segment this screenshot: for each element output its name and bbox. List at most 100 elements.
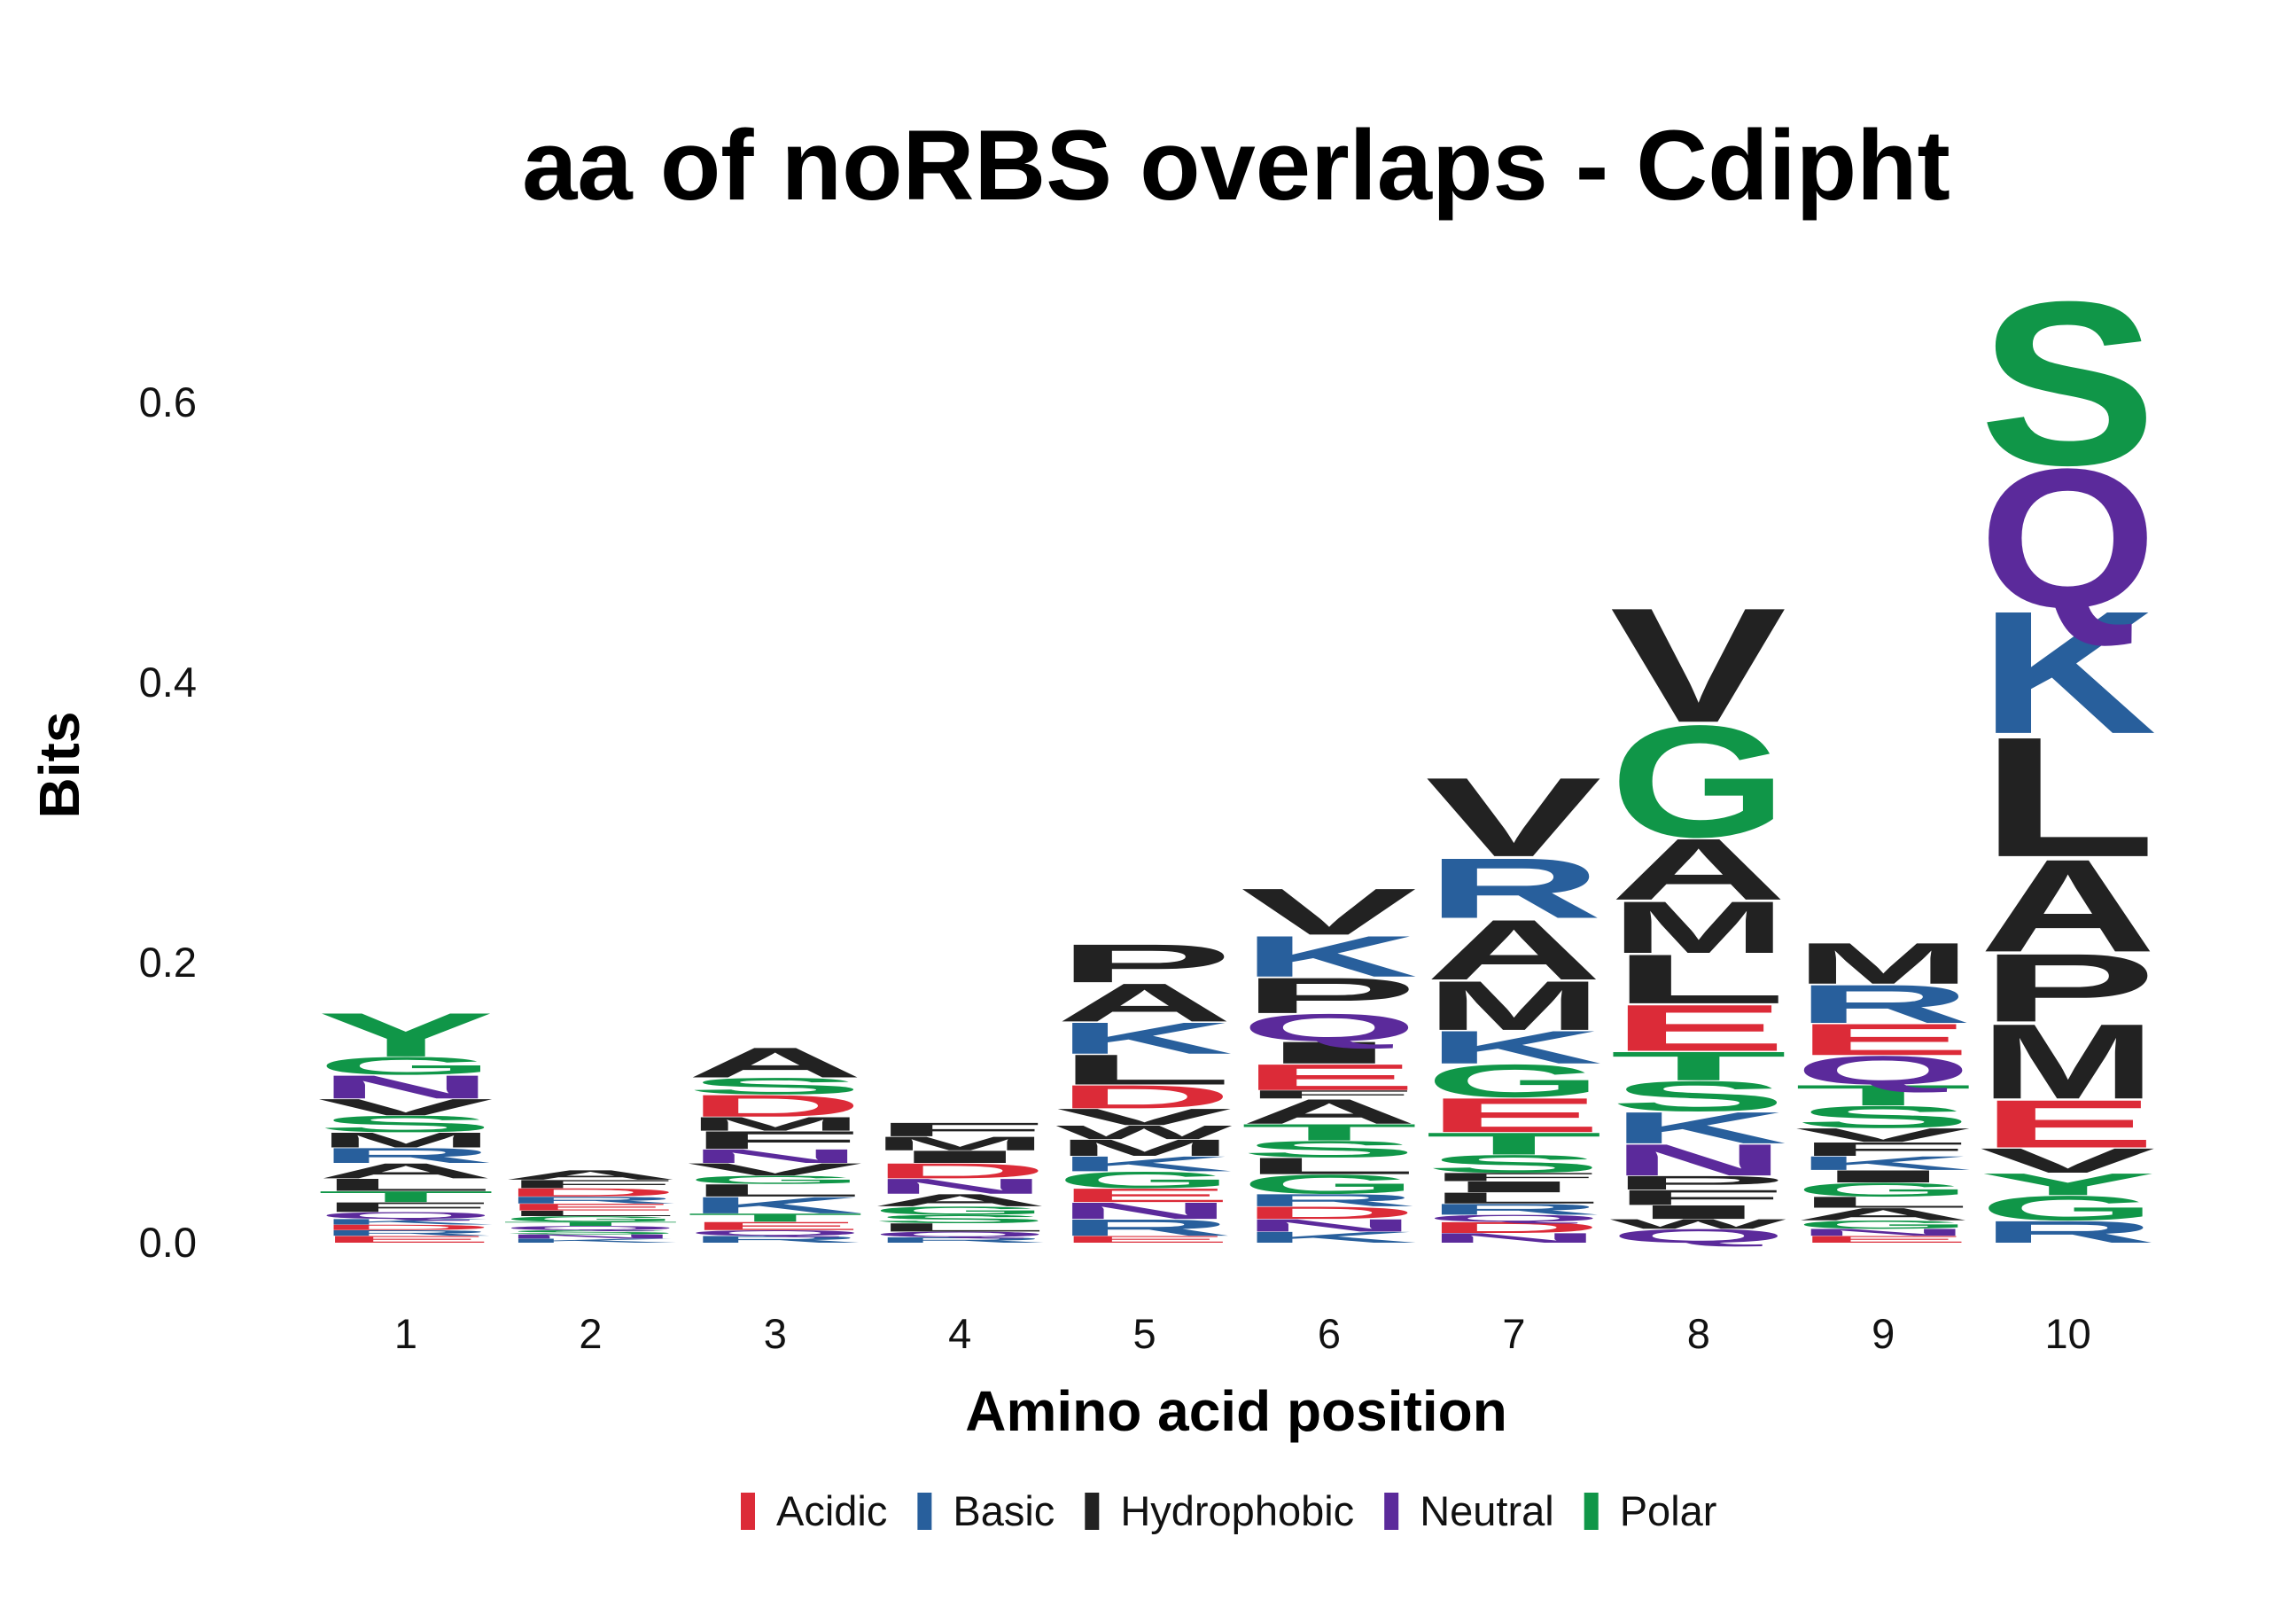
logo-letter: N	[1610, 1135, 1787, 1185]
logo-letter: E	[1241, 1057, 1418, 1098]
logo-letter: A	[1610, 821, 1787, 918]
logo-letter: E	[1794, 1234, 1972, 1244]
legend: Acidic Basic Hydrophobic Neutral Polar	[741, 1487, 1716, 1534]
logo-letter: G	[1056, 1167, 1234, 1193]
legend-entry: Hydrophobic	[1120, 1487, 1354, 1534]
logo-letter: L	[502, 1209, 679, 1218]
logo-letter: R	[317, 1143, 494, 1167]
logo-letter: Q	[1610, 1225, 1787, 1247]
x-tick-label: 1	[394, 1310, 417, 1357]
logo-letter: N	[687, 1145, 864, 1167]
logo-letter: E	[1056, 1234, 1234, 1244]
logo-letter: F	[317, 1199, 494, 1214]
logo-letter: K	[1056, 1013, 1234, 1063]
logo-letter: S	[317, 1111, 494, 1136]
y-tick-label: 0.2	[139, 939, 197, 986]
logo-letter: K	[687, 1192, 864, 1218]
y-tick-label: 0.6	[139, 378, 197, 425]
logo-letter: K	[1241, 924, 1418, 989]
logo-letter: E	[1794, 1015, 1972, 1065]
logo-letter: A	[871, 1190, 1048, 1210]
logo-letter: Q	[502, 1225, 679, 1231]
logo-letter: I	[1794, 1166, 1972, 1186]
logo-letter: G	[1794, 1218, 1972, 1231]
logo-letter: T	[502, 1221, 679, 1227]
logo-letter: G	[687, 1174, 864, 1187]
logo-letter: K	[1056, 1152, 1234, 1176]
logo-letter: G	[1241, 1169, 1418, 1199]
y-axis-ticks: 0.0 0.2 0.4 0.6	[139, 378, 197, 1266]
logo-letter: D	[1241, 1203, 1418, 1222]
x-tick-label: 8	[1687, 1310, 1710, 1357]
logo-letter: F	[1425, 1171, 1602, 1184]
logo-letter: R	[502, 1195, 679, 1205]
logo-letter: I	[1241, 1035, 1418, 1070]
logo-letter: G	[317, 1052, 494, 1080]
logo-letter: M	[1980, 1002, 2157, 1122]
x-tick-label: 10	[2044, 1310, 2090, 1357]
logo-letter: Q	[687, 1228, 864, 1237]
logo-letter: F	[1794, 1138, 1972, 1159]
logo-letter: V	[1241, 875, 1417, 948]
legend-entry: Basic	[953, 1487, 1055, 1534]
logo-letter: S	[687, 1073, 864, 1099]
logo-letter: N	[1241, 1215, 1418, 1235]
logo-letter: V	[1425, 754, 1601, 881]
logo-letter: S	[1794, 1100, 1972, 1135]
logo-letter: P	[1610, 1172, 1787, 1193]
logo-letter: I	[1610, 1201, 1787, 1223]
logo-letter: A	[687, 1039, 864, 1087]
logo-letter: D	[1425, 1219, 1602, 1236]
logo-letter: F	[1610, 1186, 1787, 1210]
logo-letter: R	[1425, 840, 1602, 936]
logo-letter: R	[1425, 1200, 1602, 1218]
logo-letter: F	[1241, 1088, 1418, 1101]
logo-letter: D	[687, 1088, 864, 1123]
logo-letter: P	[1056, 932, 1234, 994]
logo-letter: N	[317, 1068, 494, 1105]
logo-letter: Q	[1794, 1048, 1972, 1093]
logo-letter: M	[687, 1113, 864, 1135]
logo-letter: L	[1794, 1194, 1972, 1212]
logo-letter: R	[317, 1228, 494, 1237]
logo-letter: V	[687, 1159, 863, 1179]
legend-entry: Neutral	[1420, 1487, 1554, 1534]
logo-letter: F	[871, 1119, 1048, 1140]
logo-letter: M	[1056, 1135, 1234, 1160]
logo-letter: V	[1610, 573, 1786, 757]
legend-entry: Polar	[1620, 1487, 1717, 1534]
logo-letter: G	[1980, 1189, 2157, 1228]
x-tick-label: 3	[764, 1310, 787, 1357]
logo-letter: L	[1610, 940, 1787, 1018]
legend-swatch	[1085, 1493, 1100, 1530]
logo-letter: L	[317, 1175, 494, 1195]
logo-letter: K	[1241, 1228, 1418, 1246]
x-tick-label: 2	[579, 1310, 602, 1357]
logo-letter: M	[1794, 932, 1972, 996]
logo-letter: S	[1610, 1072, 1787, 1120]
y-axis-label: Bits	[27, 712, 91, 819]
logo-letter: Q	[1425, 1213, 1602, 1223]
logo-letter: V	[1056, 1104, 1233, 1129]
logo-letter: F	[502, 1178, 679, 1191]
logo-letter: F	[687, 1126, 864, 1154]
logo-letter: R	[1056, 1214, 1234, 1240]
logo-letter: S	[1425, 1150, 1602, 1178]
logo-letter: N	[871, 1174, 1048, 1198]
x-axis-ticks: 1 2 3 4 5 6 7 8 9 10	[394, 1310, 2091, 1357]
logo-letter: L	[1980, 701, 2157, 893]
logo-letter: Q	[871, 1230, 1048, 1239]
logo-letter: D	[1056, 1079, 1234, 1116]
logo-letter: T	[687, 1211, 864, 1224]
logo-letter: N	[1056, 1197, 1234, 1223]
logo-letter: D	[502, 1186, 679, 1199]
logo-letter: R	[687, 1234, 864, 1244]
x-tick-label: 6	[1318, 1310, 1341, 1357]
